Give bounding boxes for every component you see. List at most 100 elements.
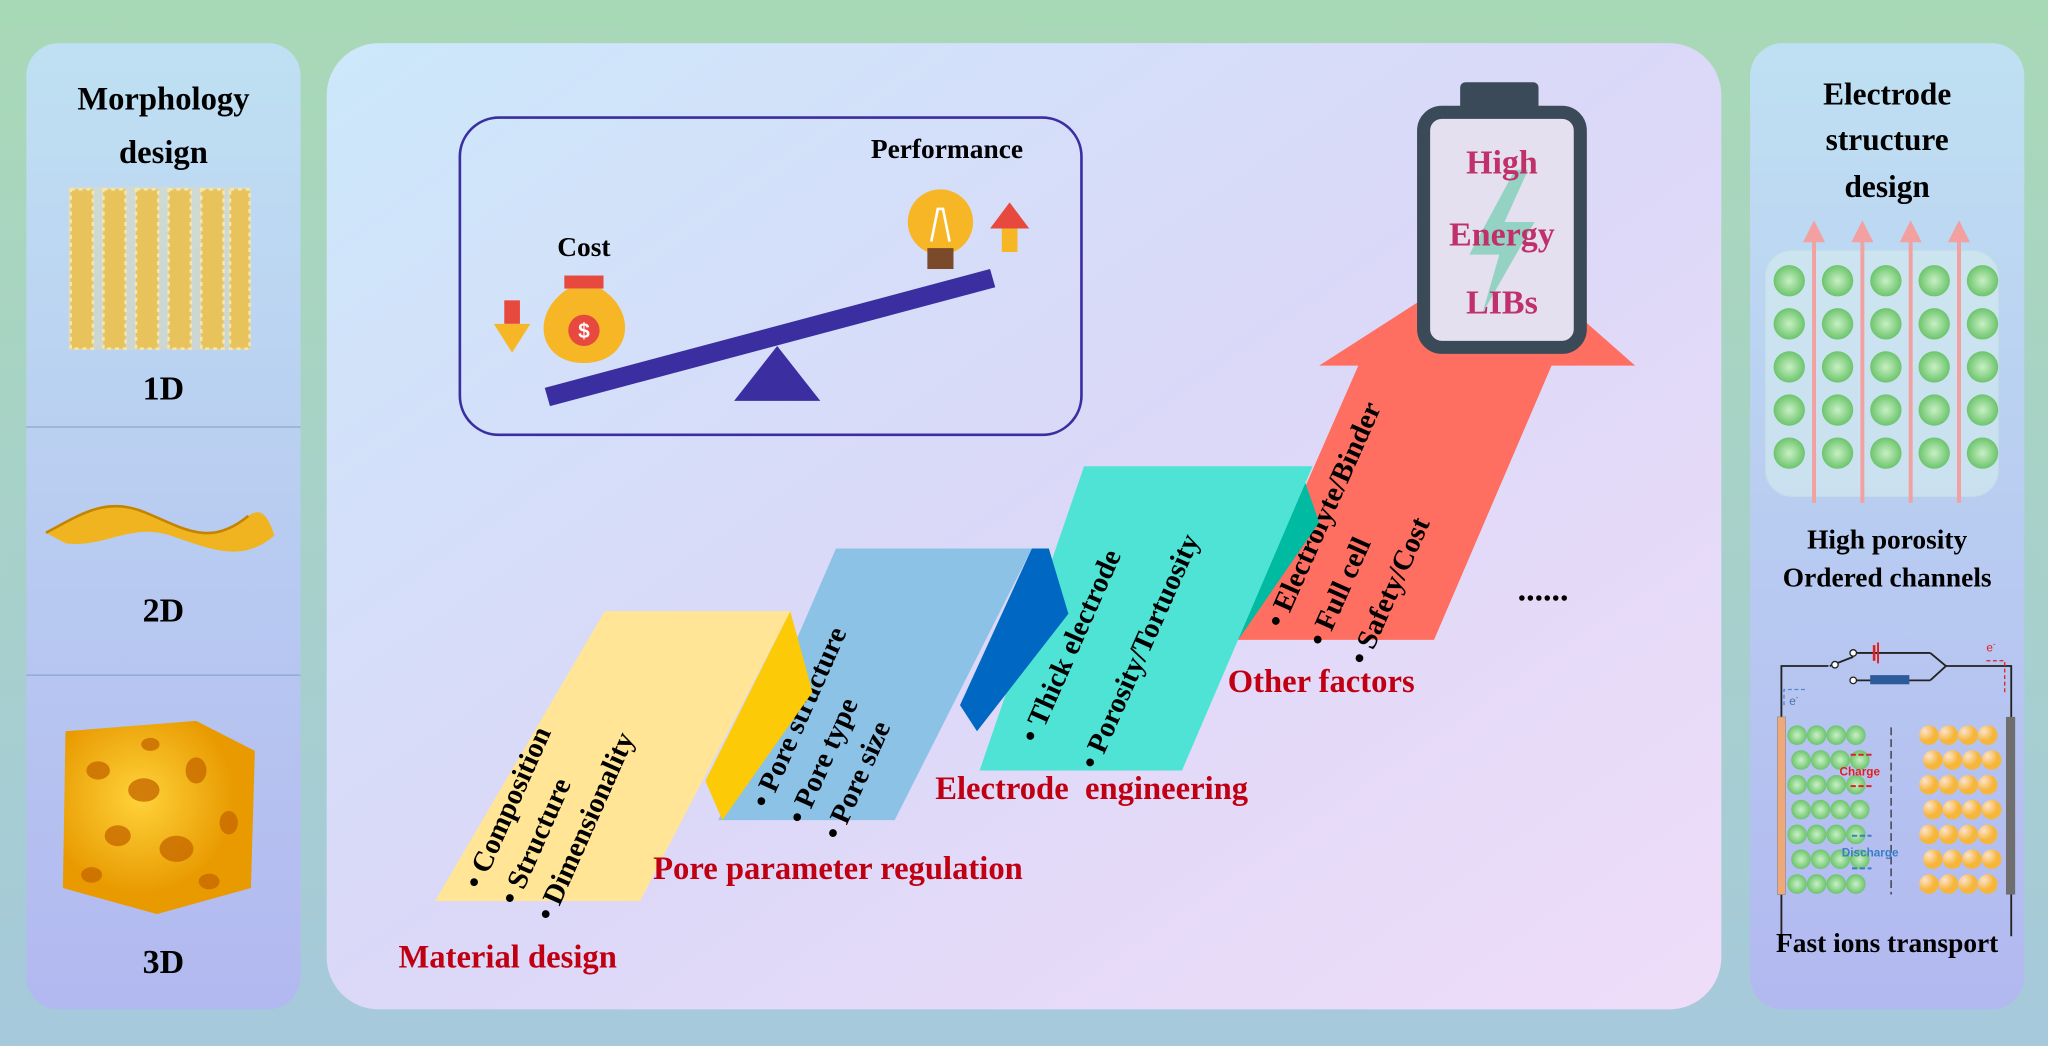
electrode-particle [1846,775,1866,795]
electron-charge-sup: - [1993,639,1996,648]
electrode-particle [1830,799,1850,820]
electrode-particle [1923,799,1943,820]
active-particle [1918,437,1950,469]
active-particle [1821,308,1854,340]
electrode-particle [1806,725,1827,745]
electrode-particle [1923,750,1943,770]
electrode-particle [1810,799,1831,820]
electrode-particle [1981,799,2002,820]
active-particle [1918,308,1950,340]
3d-structure-image [62,720,255,915]
battery-text-energy: Energy [1449,217,1555,254]
electrode-particle [1958,874,1978,894]
active-particle [1821,394,1854,426]
electron-label-right: e- [1986,639,1996,654]
active-particle [1773,265,1805,297]
electrode-particle [1962,750,1982,770]
cost-performance-balance: $ Cost Performance [458,116,1083,437]
electrode-particle [1826,824,1847,845]
electrode-particle [1806,775,1827,795]
electrode-particle [1981,750,2002,770]
active-particle [1821,351,1854,383]
active-particle [1821,265,1854,297]
battery-text-high: High [1466,145,1538,182]
morphology-title: Morphology [77,82,249,118]
active-particle [1966,265,1999,297]
electrode-particle [1977,725,1998,745]
resistor-symbol [1870,675,1910,685]
battery-icon: High Energy LIBs [1417,82,1587,354]
ellipsis: ...... [1518,572,1569,609]
electrode-particle [1977,874,1998,894]
arrow-down-icon [493,300,531,353]
money-bag-icon: $ [543,275,626,364]
electrode-particle [1977,775,1998,795]
morphology-title-2: design [119,135,208,171]
electrode-particle [1846,725,1866,745]
active-particle [1870,265,1902,297]
performance-label: Performance [871,134,1023,164]
active-particle [1870,308,1902,340]
electrode-particle [1923,849,1943,870]
electrode-particle [1919,775,1939,795]
strategy-panel: $ Cost Performance • Electrolyte/Binde [326,43,1722,1010]
active-particle [1918,351,1950,383]
electrode-particle [1846,824,1866,845]
electrode-particle [1958,824,1978,845]
electrode-particle [1791,849,1811,870]
active-particle [1966,351,1999,383]
electrode-structure-panel: Electrode structure design High porosity… [1750,43,2025,1010]
step-pore-parameter-regulation: • Pore structure • Pore type • Pore size… [718,548,1248,844]
electrode-particle [1846,874,1866,894]
electrode-particle [1787,725,1807,745]
electrode-particle [1849,799,1870,820]
electrode-particle [1830,849,1850,870]
label-3d: 3D [143,944,184,981]
electrode-particle [1806,824,1827,845]
electrode-particle [1826,775,1847,795]
electrode-particle [1942,799,1963,820]
electrode-particle [1791,799,1811,820]
electrode-particle [1938,874,1959,894]
1d-structure-image [68,186,251,350]
charge-label: Charge [1840,766,1881,779]
lightbulb-icon [907,189,974,270]
electrode-particle [1919,725,1939,745]
step-title-material-design: Material design [398,940,616,976]
active-particle [1918,394,1950,426]
electrode-particle [1942,750,1963,770]
fulcrum [734,346,821,401]
2d-structure-image [45,504,275,552]
electrode-particle [1981,849,2002,870]
right-title-1: Electrode [1823,76,1951,111]
discharge-label: Discharge [1842,847,1899,860]
electrode-particle [1826,874,1847,894]
active-particle [1773,308,1805,340]
electrode-particle [1806,874,1827,894]
electrode-particle [1810,849,1831,870]
active-particle [1870,394,1902,426]
electrode-particle [1830,750,1850,770]
arrow-up-icon [990,202,1030,253]
electrode-particle [1958,725,1978,745]
label-1d: 1D [143,371,184,408]
electrode-particle [1791,750,1811,770]
battery-text-libs: LIBs [1466,284,1538,321]
electrode-particle [1962,799,1982,820]
electrode-particle [1810,750,1831,770]
electrode-particle [1826,725,1847,745]
step-title-other-factors: Other factors [1228,664,1415,700]
electrode-particle [1962,849,1982,870]
active-particle [1773,351,1805,383]
electron-symbol: e [1789,695,1796,708]
ordered-channels-image [1765,220,1999,503]
electron-label-left: e- [1789,693,1799,708]
seesaw-beam [544,269,996,407]
morphology-panel: Morphology design 1D 2D 3D [26,43,301,1010]
caption-fast-ions: Fast ions transport [1776,928,1998,958]
battery-cell-schematic: e- e- Charge Discharge [1777,639,2016,937]
active-particle [1821,437,1854,469]
active-particle [1966,308,1999,340]
active-particle [1773,437,1805,469]
